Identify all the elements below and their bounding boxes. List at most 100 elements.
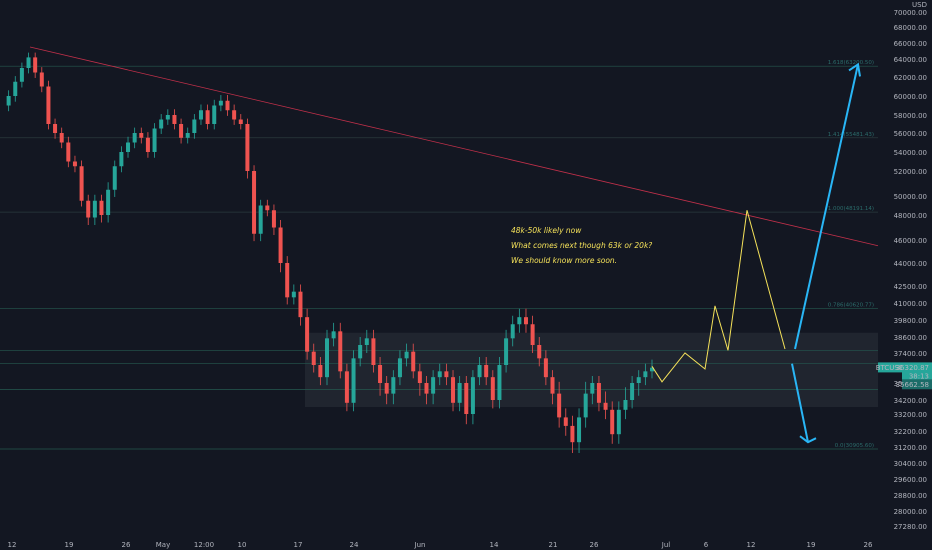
candle-body xyxy=(523,317,528,325)
candle-body xyxy=(451,377,456,403)
candle-body xyxy=(344,371,349,403)
candle-body xyxy=(278,227,283,263)
symbol-tag xyxy=(878,362,902,373)
candle-body xyxy=(318,365,323,378)
candle-body xyxy=(650,367,654,372)
candle-body xyxy=(378,365,383,383)
candle-body xyxy=(537,345,542,359)
x-tick-label: 10 xyxy=(238,541,247,549)
candle-body xyxy=(119,152,124,167)
y-tick-label: 62000.00 xyxy=(894,74,927,82)
range-box xyxy=(305,332,878,407)
candle-body xyxy=(298,291,303,318)
candle-body xyxy=(517,317,522,325)
candle-body xyxy=(39,72,44,87)
candle-body xyxy=(218,100,223,106)
y-tick-label: 33200.00 xyxy=(894,411,927,419)
arrow-up xyxy=(794,64,859,350)
candle-body xyxy=(185,133,190,138)
candle-body xyxy=(497,365,502,400)
candle-body xyxy=(179,124,184,138)
candle-body xyxy=(26,57,31,68)
candle-body xyxy=(543,358,548,378)
candle-body xyxy=(79,166,84,201)
level-label: 1.618(63200.50) xyxy=(828,60,874,66)
candle-body xyxy=(590,383,595,394)
y-tick-label: 37400.00 xyxy=(894,350,927,358)
candle-body xyxy=(232,110,237,120)
candle-body xyxy=(504,338,509,365)
candle-body xyxy=(99,200,104,215)
y-tick-label: 28000.00 xyxy=(894,508,927,516)
candle-body xyxy=(238,119,243,124)
candle-body xyxy=(364,338,369,345)
y-tick-label: 38600.00 xyxy=(894,334,927,342)
candle-body xyxy=(404,351,409,359)
candle-body xyxy=(59,133,64,143)
candle-body xyxy=(643,371,648,378)
arrow-up-head xyxy=(848,62,861,77)
candle-body xyxy=(610,409,615,435)
y-tick-label: 44000.00 xyxy=(894,260,927,268)
candle-body xyxy=(139,133,144,138)
x-tick-label: 12 xyxy=(8,541,17,549)
candle-body xyxy=(33,57,38,73)
y-tick-label: 34200.00 xyxy=(894,397,927,405)
candle-body xyxy=(351,358,356,403)
candle-body xyxy=(557,393,562,418)
candle-body xyxy=(291,291,296,298)
y-tick-label: 58000.00 xyxy=(894,112,927,120)
x-tick-label: 19 xyxy=(807,541,816,549)
candle-body xyxy=(92,200,97,218)
candle-body xyxy=(570,425,575,443)
y-tick-label: 52000.00 xyxy=(894,168,927,176)
candle-body xyxy=(630,383,635,400)
candle-body xyxy=(550,377,555,394)
candle-body xyxy=(165,115,170,120)
candle-body xyxy=(470,377,475,414)
candle-body xyxy=(431,377,436,394)
projection-path xyxy=(651,210,786,383)
y-tick-label: 64000.00 xyxy=(894,56,927,64)
candle-body xyxy=(252,171,257,234)
x-tick-label: 21 xyxy=(549,541,558,549)
y-tick-label: 60000.00 xyxy=(894,93,927,101)
candle-body xyxy=(636,377,641,383)
trendline xyxy=(29,46,879,247)
candle-body xyxy=(596,383,601,403)
candle-body xyxy=(159,119,164,129)
candle-body xyxy=(205,110,210,124)
candle-body xyxy=(265,205,270,211)
candle-body xyxy=(424,383,429,394)
x-tick-label: 24 xyxy=(350,541,359,549)
candle-body xyxy=(616,409,621,435)
annotation-text: 48k-50k likely now xyxy=(511,226,582,235)
y-tick-label: 41000.00 xyxy=(894,300,927,308)
candle-body xyxy=(126,142,131,152)
candle-body xyxy=(577,417,582,443)
x-tick-label: 26 xyxy=(590,541,599,549)
candle-body xyxy=(112,166,117,190)
candle-body xyxy=(411,351,416,372)
annotation-text: What comes next though 63k or 20k? xyxy=(511,241,652,250)
candle-body xyxy=(325,338,329,378)
candle-body xyxy=(358,345,363,359)
x-tick-label: 26 xyxy=(122,541,131,549)
level-price-tag xyxy=(902,379,932,390)
level-price-label: 35662.58 xyxy=(896,381,929,389)
candle-body xyxy=(132,133,137,143)
level-label: 0.786(40620.77) xyxy=(828,303,874,309)
candle-body xyxy=(305,317,310,352)
candle-body xyxy=(563,417,568,426)
candle-body xyxy=(145,137,150,152)
candle-body xyxy=(397,358,402,378)
y-tick-label: 50000.00 xyxy=(894,193,927,201)
candle-body xyxy=(331,331,336,339)
candle-body xyxy=(72,161,77,167)
candle-body xyxy=(152,128,157,152)
candle-body xyxy=(46,86,51,124)
arrow-down-head xyxy=(799,435,817,444)
candle-body xyxy=(371,338,376,365)
